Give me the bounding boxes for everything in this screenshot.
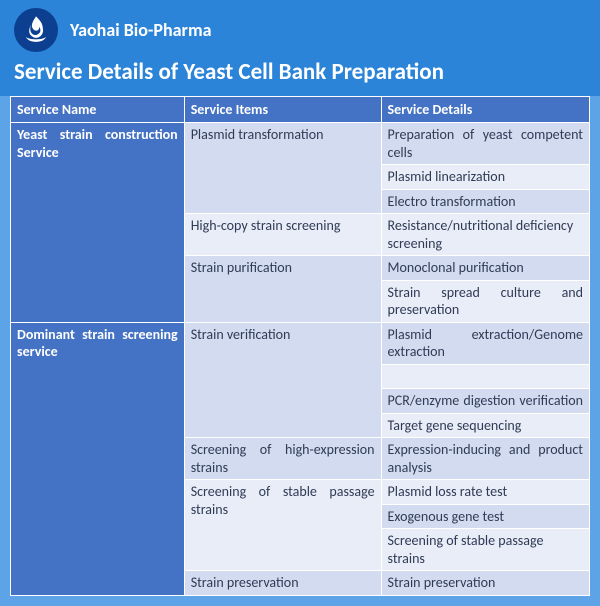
service-item-cell: Strain preservation xyxy=(184,571,381,596)
table-row: Dominant strain screening serviceStrain … xyxy=(11,322,590,364)
services-table: Service Name Service Items Service Detai… xyxy=(10,96,590,596)
table-row: Yeast strain construction ServicePlasmid… xyxy=(11,123,590,165)
service-item-cell: Strain purification xyxy=(184,256,381,323)
service-detail-cell: Expression-inducing and product analysis xyxy=(381,438,589,480)
table-container: Service Name Service Items Service Detai… xyxy=(0,96,600,606)
company-name: Yaohai Bio-Pharma xyxy=(70,19,211,41)
service-detail-cell: Strain spread culture and preservation xyxy=(381,280,589,322)
service-name-cell: Yeast strain construction Service xyxy=(11,123,185,323)
service-detail-cell: Preparation of yeast competent cells xyxy=(381,123,589,165)
service-detail-cell: Resistance/nutritional deficiency screen… xyxy=(381,214,589,256)
service-detail-cell: Plasmid linearization xyxy=(381,165,589,190)
col-header-service-details: Service Details xyxy=(381,97,589,123)
service-detail-cell: Plasmid loss rate test xyxy=(381,480,589,505)
service-detail-cell: Exogenous gene test xyxy=(381,504,589,529)
service-item-cell: Plasmid transformation xyxy=(184,123,381,214)
service-item-cell: Screening of stable passage strains xyxy=(184,480,381,571)
brand-logo xyxy=(14,8,58,52)
page-title: Service Details of Yeast Cell Bank Prepa… xyxy=(0,56,600,96)
table-header-row: Service Name Service Items Service Detai… xyxy=(11,97,590,123)
page-root: Yaohai Bio-Pharma Service Details of Yea… xyxy=(0,0,600,600)
service-detail-cell xyxy=(381,364,589,389)
service-detail-cell: Target gene sequencing xyxy=(381,413,589,438)
col-header-service-items: Service Items xyxy=(184,97,381,123)
service-item-cell: Strain verification xyxy=(184,322,381,438)
service-detail-cell: Monoclonal purification xyxy=(381,256,589,281)
service-detail-cell: Plasmid extraction/Genome extraction xyxy=(381,322,589,364)
service-item-cell: High-copy strain screening xyxy=(184,214,381,256)
flame-hands-icon xyxy=(19,13,53,47)
service-item-cell: Screening of high-expression strains xyxy=(184,438,381,480)
service-name-cell: Dominant strain screening service xyxy=(11,322,185,595)
table-body: Yeast strain construction ServicePlasmid… xyxy=(11,123,590,596)
header: Yaohai Bio-Pharma xyxy=(0,0,600,56)
service-detail-cell: Screening of stable passage strains xyxy=(381,529,589,571)
service-detail-cell: PCR/enzyme digestion verification xyxy=(381,389,589,414)
service-detail-cell: Electro transformation xyxy=(381,189,589,214)
service-detail-cell: Strain preservation xyxy=(381,571,589,596)
col-header-service-name: Service Name xyxy=(11,97,185,123)
